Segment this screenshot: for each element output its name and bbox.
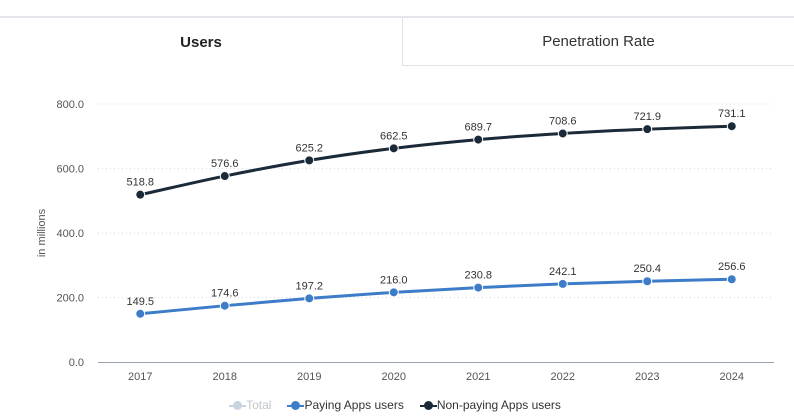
data-label: 625.2 (295, 142, 323, 154)
data-point (135, 308, 146, 319)
x-tick-label: 2024 (720, 371, 744, 383)
y-tick-label: 200.0 (56, 293, 84, 305)
data-point (726, 274, 737, 285)
series-line-non-paying (139, 124, 732, 197)
data-point (219, 300, 230, 311)
data-label: 216.0 (380, 274, 408, 286)
x-tick-label: 2021 (466, 371, 490, 383)
data-label: 149.5 (126, 296, 154, 308)
legend-item-total[interactable]: Total (229, 398, 272, 412)
y-tick-label: 600.0 (56, 164, 84, 176)
data-label: 576.6 (211, 158, 239, 170)
data-label: 242.1 (549, 266, 577, 278)
legend-paying-marker-icon (287, 400, 305, 410)
x-tick-label: 2018 (213, 371, 237, 383)
data-point (473, 134, 484, 145)
data-label: 689.7 (464, 122, 492, 134)
data-point (557, 278, 568, 289)
x-tick-label: 2023 (635, 371, 659, 383)
data-point (473, 282, 484, 293)
data-label: 518.8 (126, 177, 154, 189)
chart-legend: Total Paying Apps users Non-paying Apps … (0, 398, 794, 412)
data-point (219, 171, 230, 182)
data-label: 662.5 (380, 130, 408, 142)
x-tick-label: 2017 (128, 371, 152, 383)
data-point (388, 143, 399, 154)
tab-users[interactable]: Users (0, 16, 402, 66)
data-point (557, 128, 568, 139)
data-point (388, 287, 399, 298)
legend-non-paying-marker-icon (419, 400, 437, 410)
tab-penetration-rate[interactable]: Penetration Rate (402, 16, 794, 66)
legend-total-label: Total (246, 398, 272, 412)
data-label: 731.1 (718, 108, 746, 120)
data-point (304, 293, 315, 304)
x-tick-label: 2019 (297, 371, 321, 383)
x-tick-label: 2022 (551, 371, 575, 383)
legend-total-marker-icon (229, 400, 247, 410)
x-tick-label: 2020 (382, 371, 406, 383)
data-label: 721.9 (633, 111, 661, 123)
y-tick-label: 0.0 (69, 357, 84, 369)
data-point (642, 124, 653, 135)
y-axis-label: in millions (36, 208, 48, 257)
data-label: 250.4 (633, 263, 661, 275)
legend-non-paying-label: Non-paying Apps users (436, 398, 561, 412)
data-point (726, 121, 737, 132)
line-chart: 0.0 200.0 400.0 600.0 800.0 2017 2018 2019 2020 2… (36, 99, 774, 383)
series-line-paying (140, 277, 732, 316)
data-point (642, 276, 653, 287)
data-point (304, 155, 315, 166)
data-label: 197.2 (295, 280, 323, 292)
legend-paying-label: Paying Apps users (304, 398, 404, 412)
legend-item-non-paying[interactable]: Non-paying Apps users (419, 398, 561, 412)
data-label: 230.8 (464, 270, 492, 282)
data-point (135, 189, 146, 200)
tab-bar: Users Penetration Rate (0, 16, 794, 68)
y-tick-label: 400.0 (56, 228, 84, 240)
y-tick-label: 800.0 (56, 99, 84, 111)
data-label: 256.6 (718, 261, 746, 273)
legend-item-paying[interactable]: Paying Apps users (287, 398, 404, 412)
data-label: 708.6 (549, 115, 577, 127)
data-label: 174.6 (211, 288, 239, 300)
